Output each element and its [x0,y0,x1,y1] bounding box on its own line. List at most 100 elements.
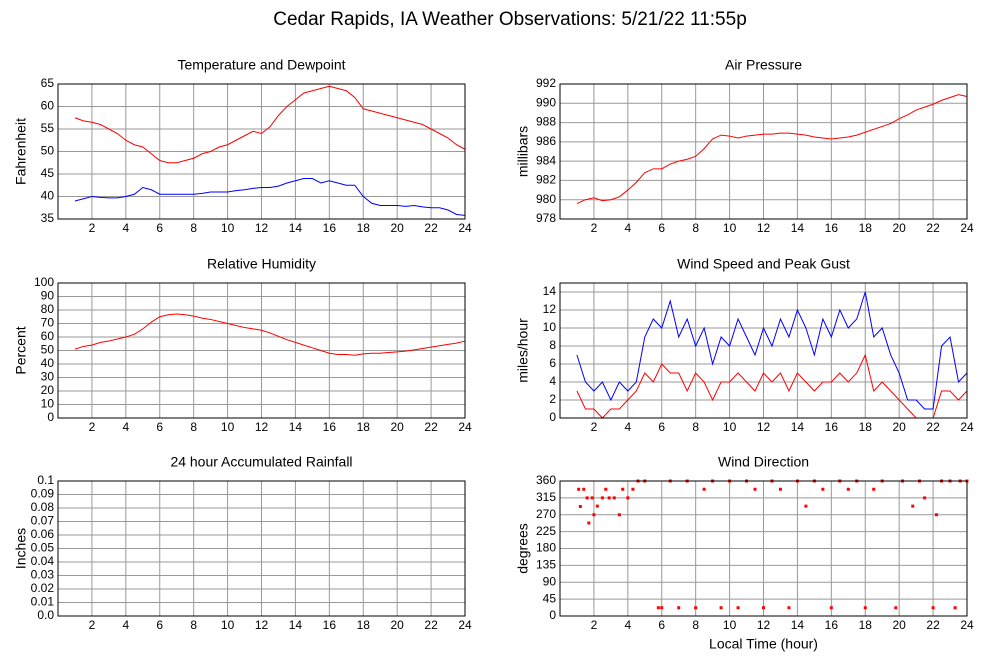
x-tick-label: 20 [390,618,404,632]
x-tick-label: 10 [723,618,737,632]
x-tick-label: 4 [624,221,631,235]
x-tick-label: 10 [221,221,235,235]
y-tick-label: 40 [41,189,55,203]
y-tick-label: 10 [41,397,55,411]
y-tick-label: 14 [543,284,557,298]
data-point [631,487,635,491]
data-point [804,504,808,508]
chart-title: Relative Humidity [207,256,316,272]
plot-border [57,480,466,617]
x-tick-label: 18 [859,221,873,235]
y-tick-label: 12 [543,302,557,316]
x-tick-label: 24 [960,221,974,235]
x-tick-label: 16 [323,420,337,434]
data-line [576,353,968,419]
data-line [74,85,466,164]
y-tick-label: 360 [536,473,556,487]
y-tick-label: 0.02 [31,581,55,595]
y-tick-label: 90 [543,574,557,588]
x-tick-label: 14 [791,420,805,434]
x-tick-label: 2 [591,221,598,235]
y-tick-label: 135 [536,558,556,572]
y-tick-label: 0.1 [37,473,54,487]
plot-border [57,83,466,220]
x-tick-label: 6 [156,420,163,434]
x-tick-label: 8 [692,420,699,434]
page-title: Cedar Rapids, IA Weather Observations: 5… [273,9,747,30]
x-tick-label: 22 [926,618,940,632]
x-tick-label: 20 [892,221,906,235]
y-tick-label: 55 [41,121,55,135]
x-tick-label: 18 [859,618,873,632]
x-tick-label: 2 [89,420,96,434]
x-tick-label: 18 [859,420,873,434]
data-point [582,487,586,491]
x-tick-label: 22 [926,221,940,235]
y-tick-label: 988 [536,115,556,129]
x-tick-label: 4 [624,420,631,434]
x-tick-label: 8 [692,618,699,632]
y-tick-label: 990 [536,95,556,109]
x-tick-label: 22 [926,420,940,434]
x-tick-label: 14 [289,420,303,434]
data-point [719,606,723,610]
y-tick-label: 0 [549,608,556,622]
x-tick-label: 8 [190,618,197,632]
y-tick-label: 0.08 [31,500,55,514]
x-tick-label: 16 [323,618,337,632]
data-line [74,313,466,356]
plot-border [57,282,466,419]
y-tick-label: 35 [41,211,55,225]
x-tick-label: 10 [723,221,737,235]
data-point [612,496,616,500]
y-tick-label: 45 [41,166,55,180]
data-point [595,504,599,508]
x-tick-label: 18 [357,618,371,632]
x-tick-label: 24 [458,618,472,632]
data-point [592,513,596,517]
x-tick-label: 16 [825,618,839,632]
y-tick-label: 980 [536,192,556,206]
x-tick-label: 6 [658,420,665,434]
data-point [702,487,706,491]
y-tick-label: 50 [41,343,55,357]
data-point [923,496,927,500]
x-tick-label: 14 [791,221,805,235]
x-tick-label: 24 [458,420,472,434]
x-tick-label: 10 [221,420,235,434]
plot-border [559,282,968,419]
chart-title: 24 hour Accumulated Rainfall [170,454,352,470]
plot-border [559,83,968,220]
x-tick-label: 24 [458,221,472,235]
x-tick-label: 4 [624,618,631,632]
y-tick-label: 80 [41,302,55,316]
x-tick-label: 2 [89,618,96,632]
y-tick-label: 100 [34,275,54,289]
data-point [587,521,591,525]
data-point [694,606,698,610]
x-tick-label: 10 [221,618,235,632]
data-point [585,496,589,500]
y-tick-label: 10 [543,320,557,334]
y-tick-label: 65 [41,76,55,90]
x-tick-label: 24 [960,420,974,434]
x-tick-label: 6 [658,618,665,632]
x-tick-label: 12 [757,221,771,235]
y-tick-label: 40 [41,356,55,370]
data-point [762,606,765,610]
y-tick-label: 4 [549,374,556,388]
y-tick-label: 0.09 [31,487,55,501]
data-point [872,487,876,491]
y-tick-label: 30 [41,370,55,384]
x-tick-label: 10 [723,420,737,434]
chart-title: Wind Speed and Peak Gust [677,256,850,272]
x-tick-label: 20 [390,221,404,235]
x-tick-label: 22 [424,618,438,632]
data-line [74,178,466,216]
chart-title: Air Pressure [725,57,802,73]
y-tick-label: 6 [549,356,556,370]
chart-title: Wind Direction [718,454,809,470]
y-axis-label: degrees [515,523,531,574]
x-tick-label: 2 [591,420,598,434]
y-tick-label: 0.07 [31,514,55,528]
